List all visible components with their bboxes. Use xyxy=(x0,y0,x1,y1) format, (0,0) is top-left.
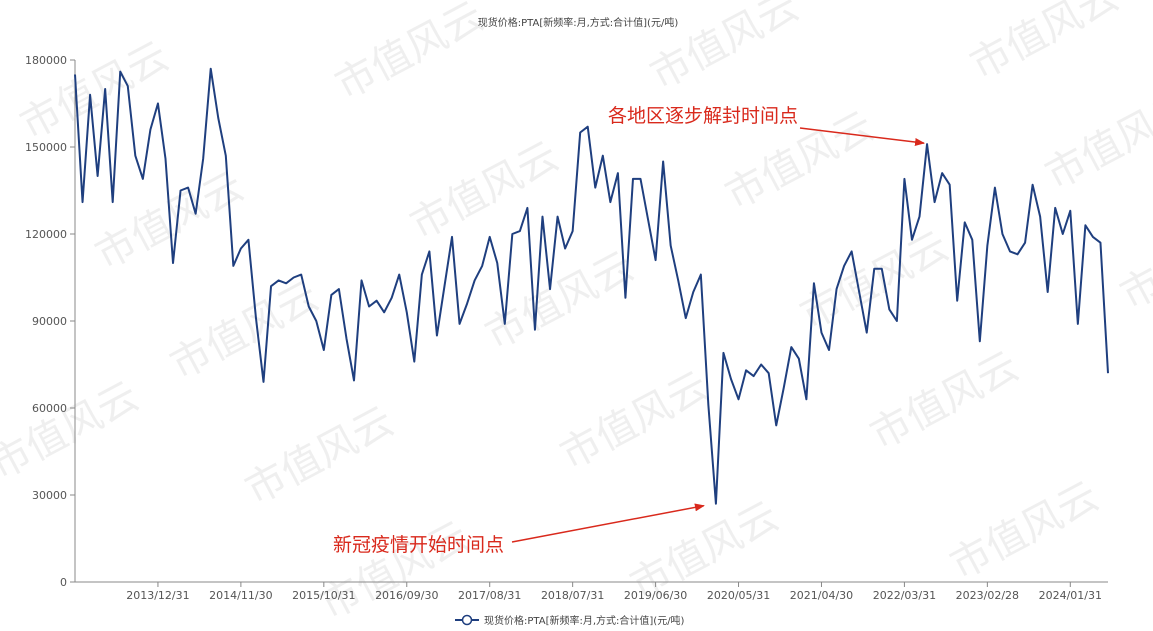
legend-marker-icon xyxy=(461,614,473,626)
annotation-layer: 各地区逐步解封时间点 新冠疫情开始时间点 xyxy=(333,105,926,556)
x-tick-label: 2020/05/31 xyxy=(707,589,770,602)
annotation-arrow-reopening xyxy=(799,127,926,146)
x-tick-label: 2013/12/31 xyxy=(126,589,189,602)
annotation-label-covid-start: 新冠疫情开始时间点 xyxy=(333,534,504,556)
x-tick-label: 2016/09/30 xyxy=(375,589,438,602)
y-axis: 0 30000 60000 90000 120000 150000 180000 xyxy=(25,54,76,589)
legend-label: 现货价格:PTA[新频率:月,方式:合计值](元/吨) xyxy=(484,614,685,627)
x-tick-label: 2023/02/28 xyxy=(956,589,1019,602)
watermark-text: 市值风云 xyxy=(1113,203,1153,319)
annotation-label-reopening: 各地区逐步解封时间点 xyxy=(608,105,798,127)
annotation-arrow-covid-start xyxy=(511,503,705,543)
y-tick-label: 60000 xyxy=(32,402,67,415)
chart-title: 现货价格:PTA[新频率:月,方式:合计值](元/吨) xyxy=(478,16,679,29)
watermark-text: 市值风云 xyxy=(238,398,401,514)
watermark-text: 市值风云 xyxy=(163,273,326,389)
y-tick-label: 30000 xyxy=(32,489,67,502)
y-tick-label: 0 xyxy=(60,576,67,589)
watermark-text: 市值风云 xyxy=(1038,83,1153,199)
watermark-text: 市值风云 xyxy=(963,0,1126,89)
watermark-text: 市值风云 xyxy=(328,0,491,109)
watermark-text: 市值风云 xyxy=(793,223,956,339)
series-line-pta-price xyxy=(74,67,1109,505)
x-tick-label: 2015/10/31 xyxy=(292,589,355,602)
watermark-text: 市值风云 xyxy=(863,343,1026,459)
watermark-text: 市值风云 xyxy=(313,513,476,629)
x-axis: 2013/12/31 2014/11/30 2015/10/31 2016/09/30… xyxy=(75,581,1108,602)
watermark-text: 市值风云 xyxy=(943,473,1106,589)
watermark-text: 市值风云 xyxy=(0,373,146,489)
x-tick-label: 2017/08/31 xyxy=(458,589,521,602)
x-tick-label: 2021/04/30 xyxy=(790,589,853,602)
watermark-text: 市值风云 xyxy=(643,0,806,99)
legend[interactable]: 现货价格:PTA[新频率:月,方式:合计值](元/吨) xyxy=(455,614,685,627)
x-tick-label: 2019/06/30 xyxy=(624,589,687,602)
y-tick-label: 90000 xyxy=(32,315,67,328)
x-tick-label: 2014/11/30 xyxy=(209,589,272,602)
x-tick-label: 2024/01/31 xyxy=(1039,589,1102,602)
watermark-text: 市值风云 xyxy=(553,363,716,479)
x-tick-label: 2022/03/31 xyxy=(873,589,936,602)
y-tick-label: 150000 xyxy=(25,141,67,154)
x-tick-label: 2018/07/31 xyxy=(541,589,604,602)
watermark-text: 市值风云 xyxy=(13,33,176,149)
y-tick-label: 180000 xyxy=(25,54,67,67)
y-tick-label: 120000 xyxy=(25,228,67,241)
